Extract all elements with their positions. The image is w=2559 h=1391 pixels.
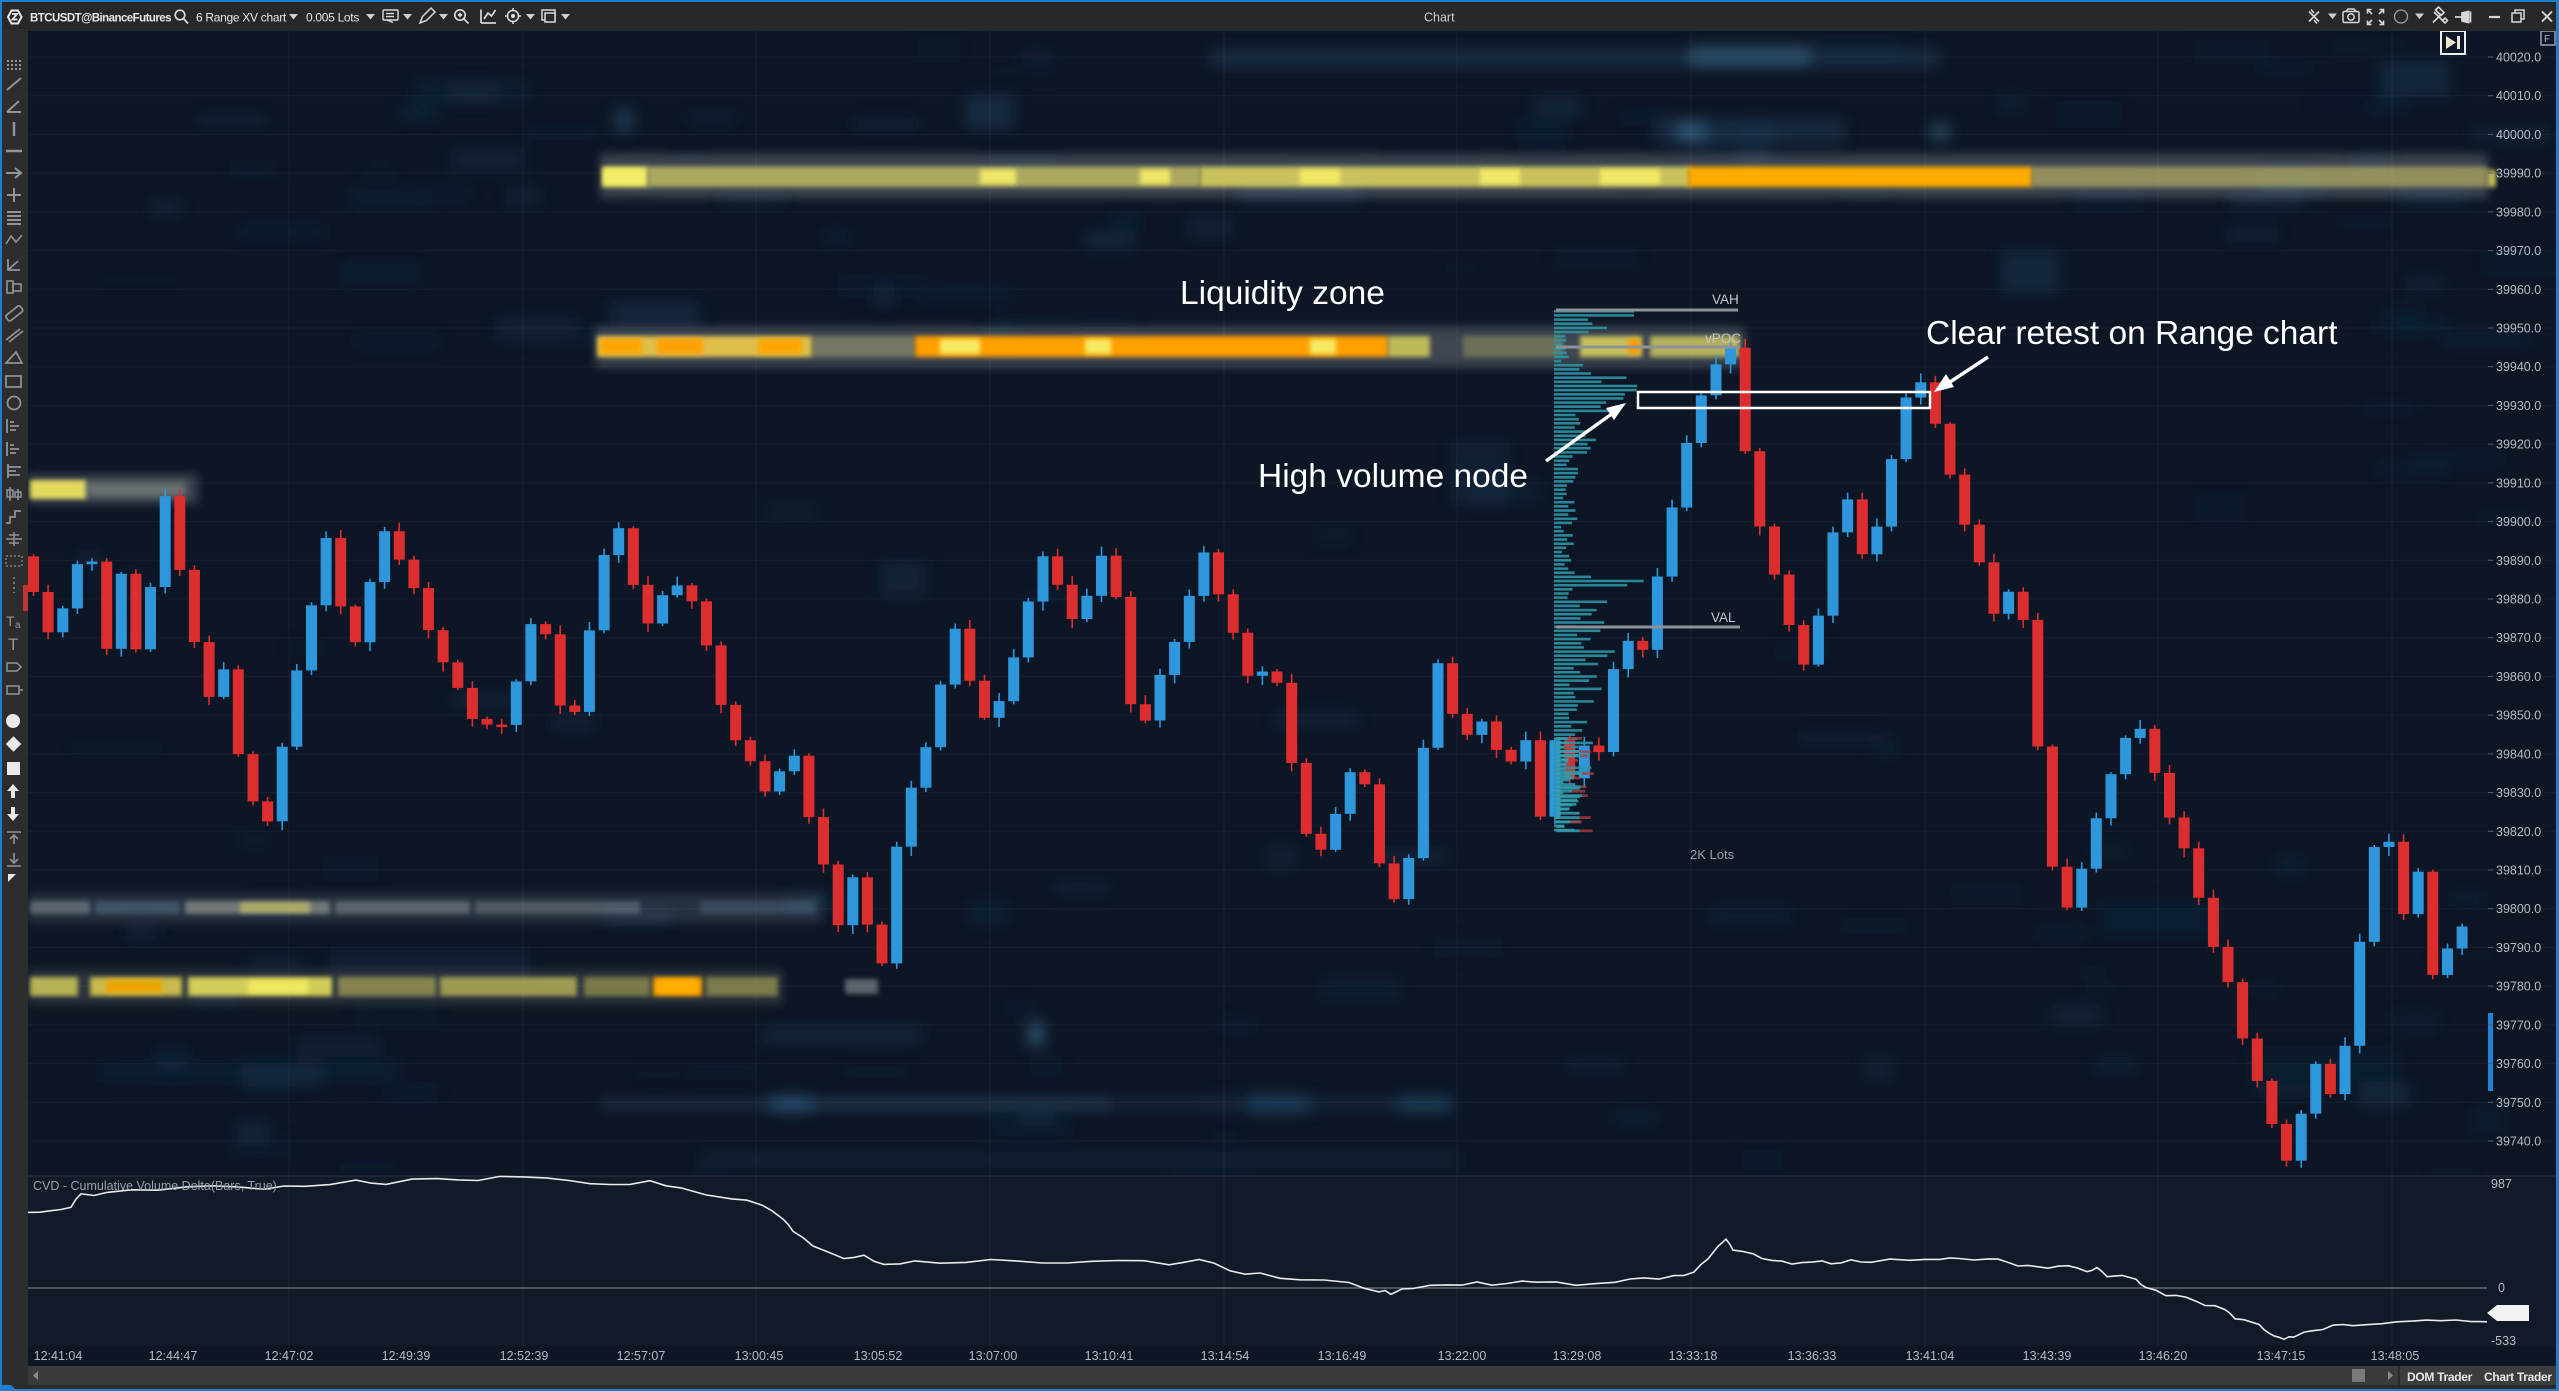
svg-text:39760.0: 39760.0 (2496, 1057, 2541, 1071)
svg-text:13:48:05: 13:48:05 (2371, 1349, 2420, 1363)
svg-text:39950.0: 39950.0 (2496, 322, 2541, 336)
svg-text:CVD - Cumulative Volume Delta(: CVD - Cumulative Volume Delta(Bars, True… (33, 1179, 277, 1193)
svg-text:Chart Trader: Chart Trader (2484, 1370, 2552, 1384)
svg-text:T: T (8, 635, 18, 654)
svg-text:40010.0: 40010.0 (2496, 89, 2541, 103)
svg-text:-533: -533 (2491, 1334, 2516, 1348)
svg-text:Liquidity zone: Liquidity zone (1180, 275, 1385, 312)
svg-text:12:41:04: 12:41:04 (34, 1349, 83, 1363)
svg-text:2K Lots: 2K Lots (1690, 847, 1735, 862)
svg-text:13:14:54: 13:14:54 (1201, 1349, 1250, 1363)
svg-text:13:47:15: 13:47:15 (2257, 1349, 2306, 1363)
svg-text:39910.0: 39910.0 (2496, 476, 2541, 490)
svg-text:39800.0: 39800.0 (2496, 902, 2541, 916)
svg-text:12:52:39: 12:52:39 (500, 1349, 549, 1363)
svg-text:39840.0: 39840.0 (2496, 747, 2541, 761)
svg-text:39820.0: 39820.0 (2496, 825, 2541, 839)
svg-text:13:00:45: 13:00:45 (735, 1349, 784, 1363)
svg-text:13:46:20: 13:46:20 (2139, 1349, 2188, 1363)
svg-text:13:10:41: 13:10:41 (1085, 1349, 1134, 1363)
svg-text:12:57:07: 12:57:07 (617, 1349, 666, 1363)
svg-text:39860.0: 39860.0 (2496, 670, 2541, 684)
svg-text:VAH: VAH (1712, 292, 1739, 307)
svg-text:39970.0: 39970.0 (2496, 244, 2541, 258)
svg-text:39940.0: 39940.0 (2496, 360, 2541, 374)
svg-text:39920.0: 39920.0 (2496, 438, 2541, 452)
svg-text:6 Range XV chart: 6 Range XV chart (196, 11, 287, 25)
svg-text:Chart: Chart (1424, 11, 1455, 25)
svg-text:39780.0: 39780.0 (2496, 980, 2541, 994)
svg-text:39790.0: 39790.0 (2496, 941, 2541, 955)
svg-text:39880.0: 39880.0 (2496, 593, 2541, 607)
svg-text:DOM Trader: DOM Trader (2407, 1370, 2473, 1384)
svg-text:a: a (15, 620, 21, 631)
svg-text:BTCUSDT@BinanceFutures: BTCUSDT@BinanceFutures (30, 13, 171, 25)
svg-text:39890.0: 39890.0 (2496, 554, 2541, 568)
svg-text:987: 987 (2491, 1177, 2512, 1191)
svg-text:13:33:18: 13:33:18 (1669, 1349, 1718, 1363)
svg-text:F: F (2544, 34, 2550, 45)
svg-text:VAL: VAL (1711, 610, 1736, 625)
svg-text:vPOC: vPOC (1705, 331, 1741, 346)
svg-text:39990.0: 39990.0 (2496, 167, 2541, 181)
svg-text:40020.0: 40020.0 (2496, 51, 2541, 65)
svg-text:39960.0: 39960.0 (2496, 283, 2541, 297)
svg-text:0: 0 (2498, 1281, 2505, 1295)
svg-text:13:43:39: 13:43:39 (2023, 1349, 2072, 1363)
svg-text:13:05:52: 13:05:52 (854, 1349, 903, 1363)
svg-text:0.005 Lots: 0.005 Lots (306, 11, 359, 25)
svg-text:39770.0: 39770.0 (2496, 1018, 2541, 1032)
svg-text:13:07:00: 13:07:00 (969, 1349, 1018, 1363)
svg-text:13:36:33: 13:36:33 (1788, 1349, 1837, 1363)
svg-text:39980.0: 39980.0 (2496, 205, 2541, 219)
svg-text:39930.0: 39930.0 (2496, 399, 2541, 413)
svg-text:39750.0: 39750.0 (2496, 1096, 2541, 1110)
svg-text:13:16:49: 13:16:49 (1318, 1349, 1367, 1363)
svg-text:39900.0: 39900.0 (2496, 515, 2541, 529)
svg-text:13:41:04: 13:41:04 (1906, 1349, 1955, 1363)
svg-text:39850.0: 39850.0 (2496, 709, 2541, 723)
svg-text:39870.0: 39870.0 (2496, 631, 2541, 645)
svg-text:High volume node: High volume node (1258, 458, 1528, 495)
svg-text:13:22:00: 13:22:00 (1438, 1349, 1487, 1363)
svg-text:Clear retest on Range chart: Clear retest on Range chart (1926, 315, 2338, 352)
svg-text:T: T (6, 613, 15, 629)
svg-text:12:47:02: 12:47:02 (265, 1349, 314, 1363)
svg-text:39740.0: 39740.0 (2496, 1135, 2541, 1149)
svg-text:12:49:39: 12:49:39 (382, 1349, 431, 1363)
svg-text:40000.0: 40000.0 (2496, 128, 2541, 142)
svg-text:12:44:47: 12:44:47 (149, 1349, 198, 1363)
svg-text:13:29:08: 13:29:08 (1553, 1349, 1602, 1363)
svg-text:39810.0: 39810.0 (2496, 864, 2541, 878)
svg-text:39830.0: 39830.0 (2496, 786, 2541, 800)
